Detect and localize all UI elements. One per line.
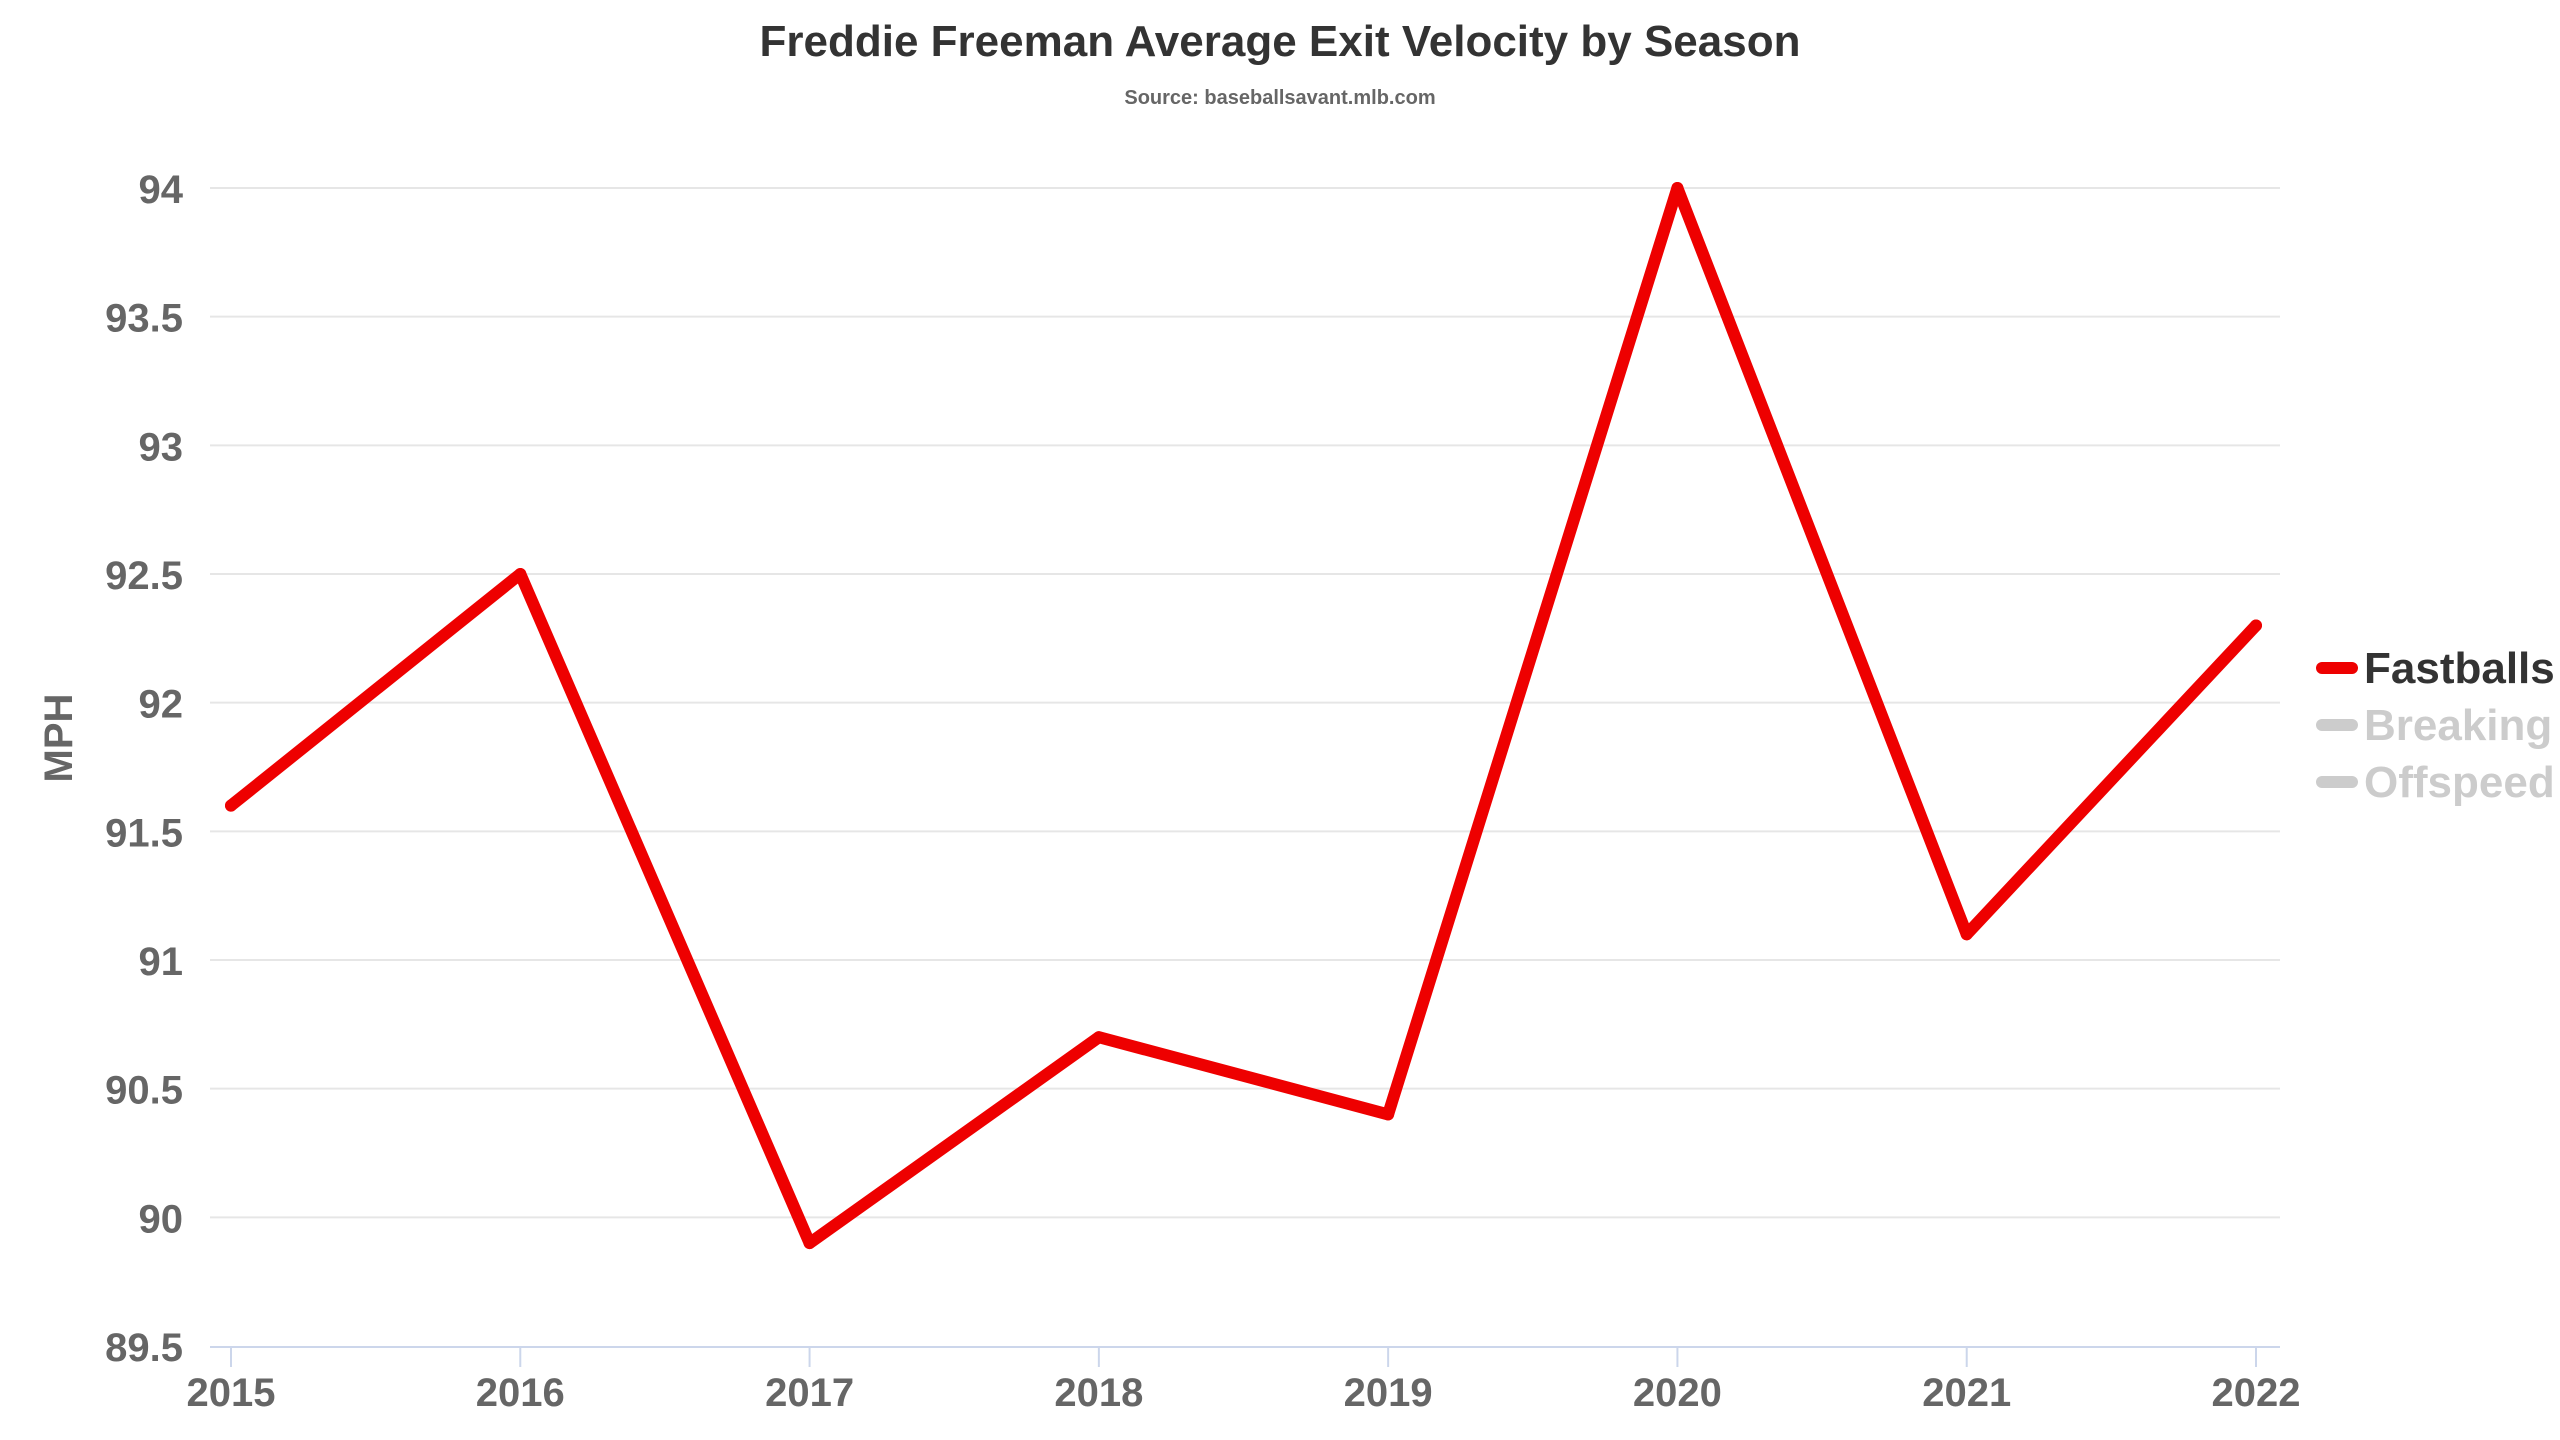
y-tick-label: 92.5 [105,554,183,598]
series-lines [225,182,2262,1250]
y-tick-label: 92 [139,683,184,727]
y-axis-title: MPH [37,694,81,783]
legend-item-fastballs[interactable]: Fastballs [2364,644,2555,693]
data-point [2250,619,2262,632]
data-point [1671,182,1684,194]
y-tick-label: 90.5 [105,1069,183,1113]
x-axis-ticks: 2015 2016 2017 2018 2019 2020 2021 2022 [187,1347,2301,1415]
data-point [1960,928,1973,941]
x-tick-label: 2015 [187,1371,276,1415]
legend-item-breaking[interactable]: Breaking [2364,701,2552,750]
data-point [803,1237,816,1250]
data-point [514,568,527,580]
y-tick-label: 91.5 [105,811,183,855]
y-tick-label: 93 [139,425,184,469]
y-tick-label: 91 [139,940,184,984]
series-line-fastballs [225,182,2262,1250]
y-tick-label: 89.5 [105,1326,183,1370]
x-tick-label: 2021 [1922,1371,2011,1415]
legend: Fastballs Breaking Offspeed [2316,644,2555,807]
chart-title: Freddie Freeman Average Exit Velocity by… [760,17,1801,66]
legend-item-offspeed[interactable]: Offspeed [2364,758,2555,807]
x-tick-label: 2020 [1633,1371,1722,1415]
chart-subtitle: Source: baseballsavant.mlb.com [1124,87,1435,109]
data-point [1382,1108,1395,1121]
data-point [1092,1031,1105,1044]
x-tick-label: 2017 [765,1371,854,1415]
y-tick-label: 90 [139,1197,184,1241]
x-tick-label: 2019 [1344,1371,1433,1415]
y-tick-label: 93.5 [105,297,183,341]
y-tick-label: 94 [139,168,184,212]
y-axis-ticks: 89.5 90 90.5 91 91.5 92 92.5 93 93.5 94 [105,168,184,1370]
x-tick-label: 2018 [1054,1371,1143,1415]
x-tick-label: 2016 [476,1371,565,1415]
x-tick-label: 2022 [2212,1371,2301,1415]
data-point [225,799,237,812]
grid-lines [210,187,2280,1219]
